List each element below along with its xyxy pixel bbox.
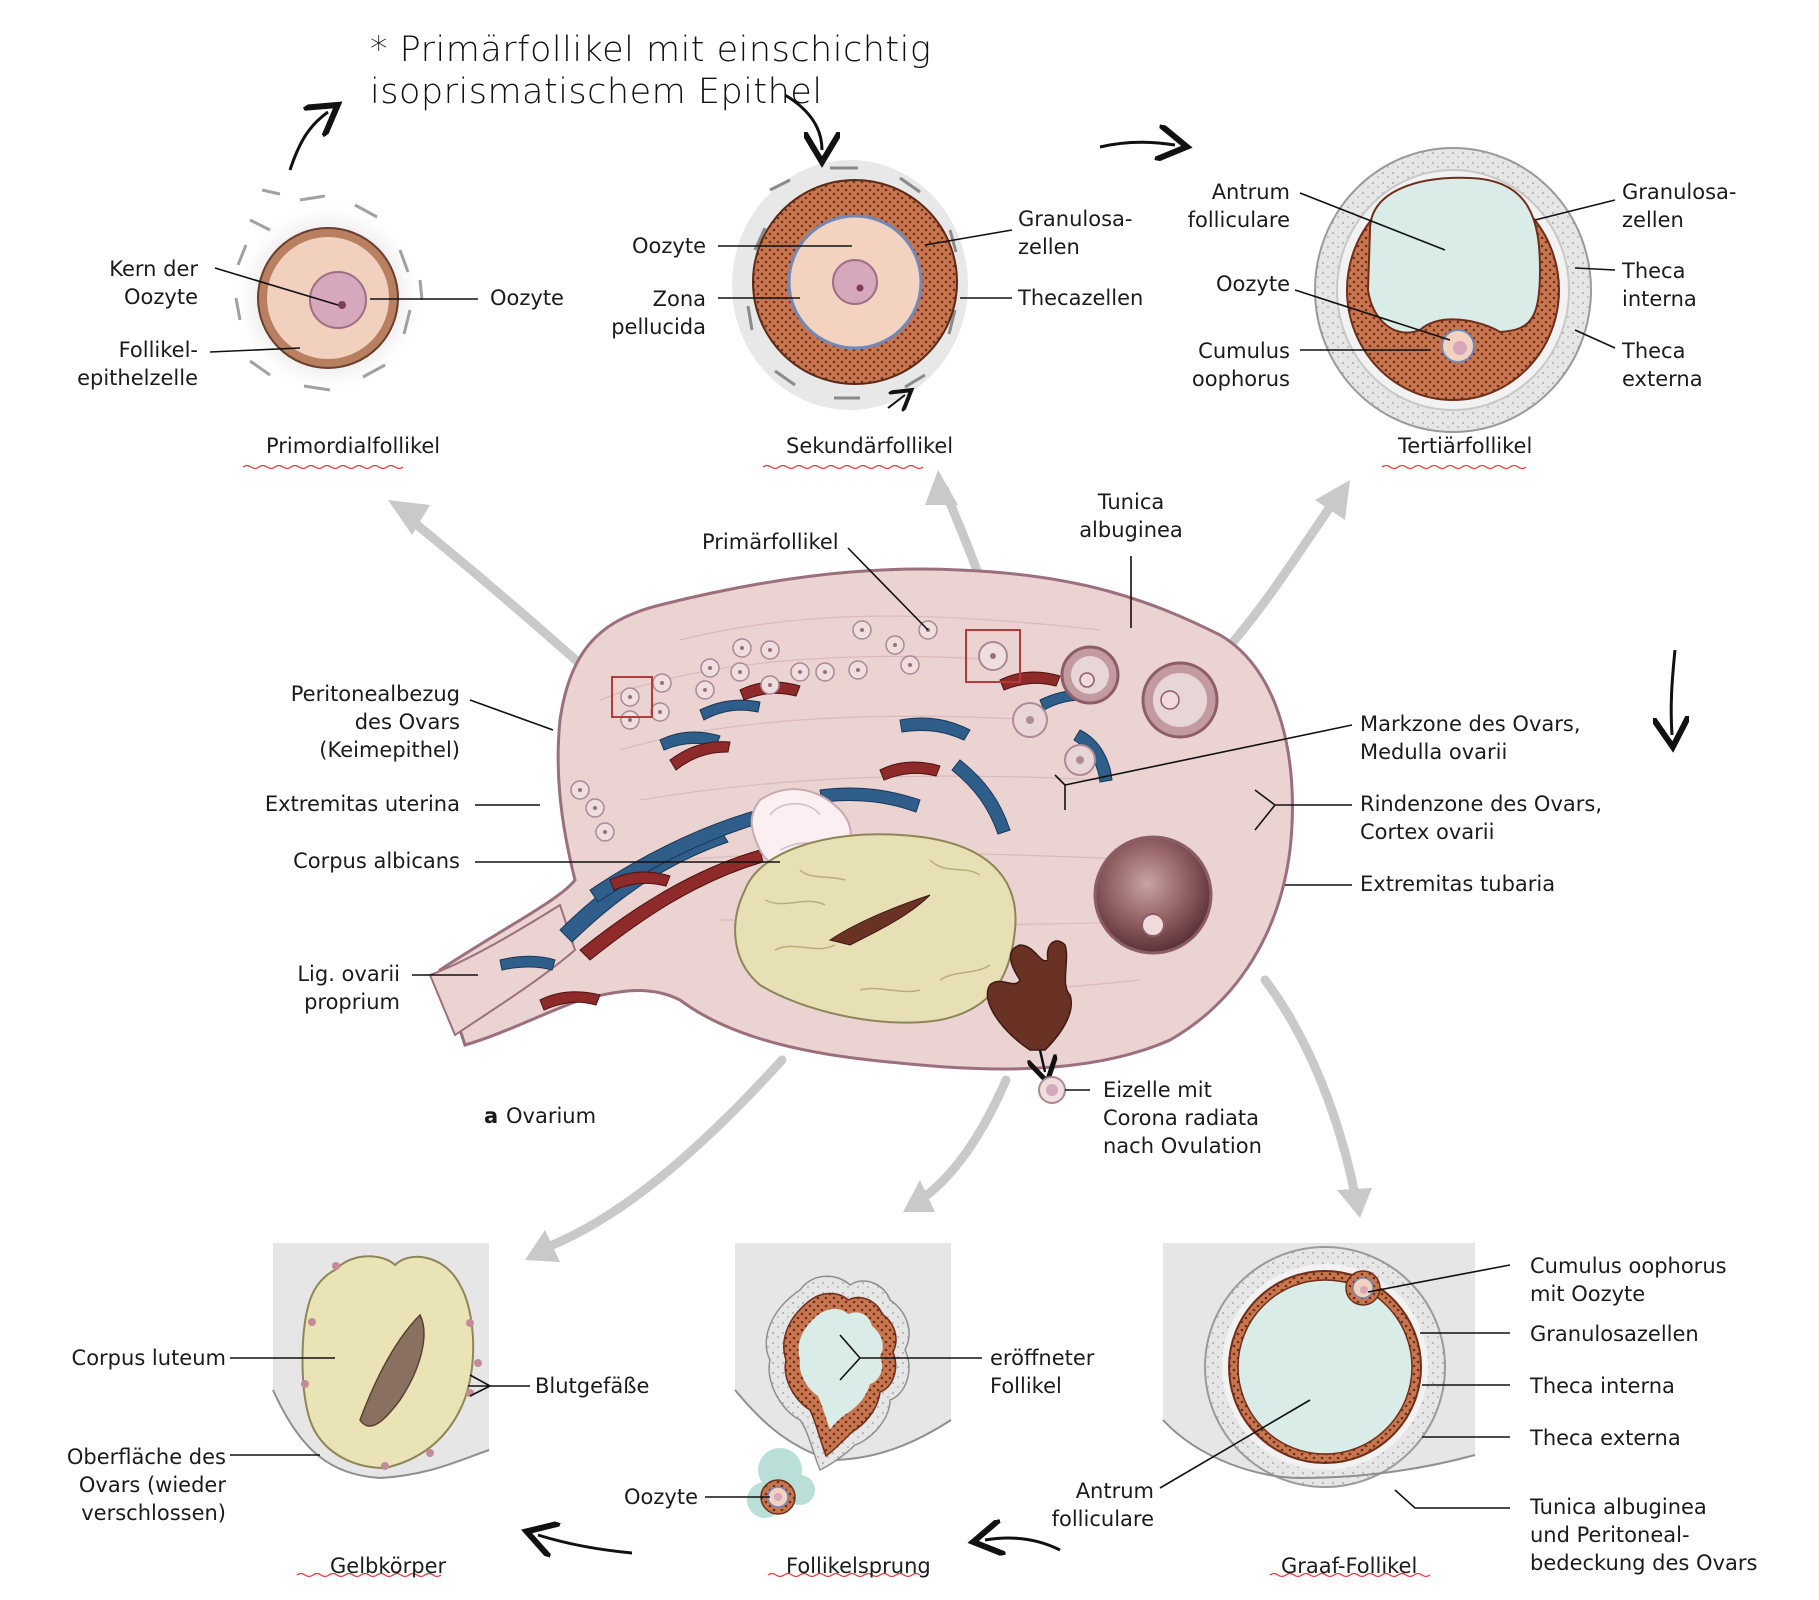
ovar-primaerfollikel-label: Primärfollikel <box>702 530 839 554</box>
secondary-granulosa-line <box>924 229 1013 246</box>
tertiary-theca-externa-label: Theca externa <box>1622 339 1703 391</box>
primordial-title: Primordialfollikel <box>266 434 441 458</box>
secondary-small-arrow <box>887 395 905 408</box>
graaf-theca-externa-label: Theca externa <box>1530 1426 1681 1450</box>
ovar-caption-letter: a <box>484 1104 499 1128</box>
corpus-luteum-label: Corpus luteum <box>71 1346 226 1370</box>
graaf-follicle-drawing <box>1162 1243 1476 1488</box>
tertiary-granulosa-label: Granulosa- zellen <box>1622 180 1737 232</box>
primordial-epithel-label: Follikel- epithelzelle <box>77 338 198 390</box>
secondary-theca-label: Thecazellen <box>1018 286 1144 310</box>
tertiary-follicle-drawing <box>1314 147 1592 433</box>
secondary-follicle-drawing <box>732 160 968 410</box>
primordial-follicle-drawing <box>230 188 426 396</box>
ovary-leader-lines <box>412 547 1353 1091</box>
secondary-oozyte-label: Oozyte <box>632 234 706 258</box>
graaf-leader-lines <box>1159 1264 1511 1509</box>
annotation-arrow-to-secondary <box>784 93 822 150</box>
tertiary-granulosa-line <box>1534 199 1616 221</box>
graaf-granulosa-label: Granulosazellen <box>1530 1322 1699 1346</box>
ovar-caption: Ovarium <box>506 1104 597 1128</box>
follikelsprung-oozyte-label: Oozyte <box>624 1485 698 1509</box>
ovary-drawing <box>428 567 1294 1104</box>
title-underlines <box>242 464 1527 1578</box>
primordial-kern-line <box>214 267 339 306</box>
graaf-title: Graaf-Follikel <box>1281 1554 1418 1578</box>
tertiary-title: Tertiärfollikel <box>1398 434 1533 458</box>
eroeffneter-label: eröffneter Follikel <box>990 1346 1095 1398</box>
tertiary-antrum-line <box>1299 192 1446 251</box>
arrow-secondary-to-tertiary <box>1099 142 1175 147</box>
secondary-title: Sekundärfollikel <box>786 434 954 458</box>
grey-arrowheads <box>388 470 1372 1262</box>
gelbkoerper-drawing <box>272 1243 490 1480</box>
graaf-antrum-label: Antrum folliculare <box>1051 1479 1154 1531</box>
tertiary-antrum-label: Antrum folliculare <box>1187 180 1290 232</box>
arrow-graaf-to-sprung <box>985 1538 1061 1550</box>
tertiary-cumulus-label: Cumulus oophorus <box>1191 339 1290 391</box>
ovar-extremitas-uterina-label: Extremitas uterina <box>264 792 460 816</box>
follikelsprung-drawing <box>734 1243 952 1518</box>
blutgefaesse-label: Blutgefäße <box>535 1374 650 1398</box>
ovar-lig-label: Lig. ovarii proprium <box>297 962 400 1014</box>
arrow-sprung-to-gelb <box>538 1535 633 1553</box>
graaf-tunica-label: Tunica albuginea und Peritoneal- bedecku… <box>1530 1495 1758 1575</box>
oberflaeche-label: Oberfläche des Ovars (wieder verschlosse… <box>66 1445 226 1525</box>
follikelsprung-title: Follikelsprung <box>786 1554 931 1578</box>
tertiary-oozyte-label: Oozyte <box>1216 272 1290 296</box>
graaf-cumulus-label: Cumulus oophorus mit Oozyte <box>1530 1254 1727 1306</box>
primordial-kern-label: Kern der Oozyte <box>109 257 198 309</box>
graaf-theca-interna-label: Theca interna <box>1530 1374 1675 1398</box>
secondary-granulosa-label: Granulosa- zellen <box>1018 207 1133 259</box>
primordial-epithel-line <box>209 347 301 353</box>
ovar-rindenzone-label: Rindenzone des Ovars, Cortex ovarii <box>1360 792 1603 844</box>
ovar-tunica-label: Tunica albuginea <box>1079 490 1183 542</box>
ovar-markzone-label: Markzone des Ovars, Medulla ovarii <box>1360 712 1581 764</box>
annotation-line-2: isoprismatischem Epithel <box>370 72 823 112</box>
ovar-eizelle-label: Eizelle mit Corona radiata nach Ovulatio… <box>1103 1078 1262 1158</box>
annotation-line-1: * Primärfollikel mit einschichtig <box>370 30 932 70</box>
eroeffneter-lines <box>839 1334 982 1381</box>
tertiary-theca-interna-line <box>1574 267 1616 271</box>
arrow-tertiary-to-graaf <box>1671 649 1675 735</box>
gelbkoerper-title: Gelbkörper <box>330 1554 447 1578</box>
primordial-annotation-arrow <box>288 112 328 171</box>
blutgefaesse-lines <box>468 1374 530 1397</box>
tertiary-theca-interna-label: Theca interna <box>1622 259 1697 311</box>
tertiary-theca-externa-line <box>1574 329 1616 349</box>
ovar-corpus-albicans-label: Corpus albicans <box>293 849 460 873</box>
primordial-oozyte-label: Oozyte <box>490 286 564 310</box>
ovar-peritoneal-label: Peritonealbezug des Ovars (Keimepithel) <box>290 682 460 762</box>
tertiary-oozyte-line <box>1294 289 1451 341</box>
secondary-zona-label: Zona pellucida <box>611 287 706 339</box>
ovar-extremitas-tubaria-label: Extremitas tubaria <box>1360 872 1556 896</box>
